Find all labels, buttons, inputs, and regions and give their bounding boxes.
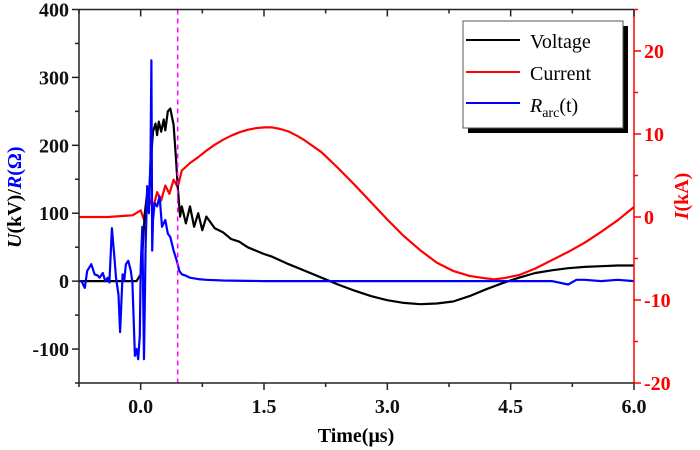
y-left-tick-label: 200 (39, 135, 69, 157)
y-right-tick-label: -20 (644, 373, 671, 395)
x-tick-label: 0.0 (128, 396, 153, 418)
legend-label-current: Current (530, 63, 592, 85)
x-axis-title: Time(μs) (318, 425, 395, 447)
y-left-title-kv: (kV)/ (4, 189, 26, 234)
y-right-tick-label: 20 (644, 41, 664, 63)
series-line-voltage (79, 107, 634, 306)
y-left-title-u: U (4, 232, 26, 248)
series-line-rarct (79, 59, 635, 361)
y-right-axis-title: I(kA) (671, 173, 693, 221)
legend-rarc-main: R (529, 95, 542, 117)
legend-rarc-sub: arc (542, 106, 559, 121)
y-left-tick-label: 100 (39, 203, 69, 225)
y-right-title-i: I (671, 210, 693, 220)
x-tick-label: 4.5 (498, 396, 523, 418)
legend-label-voltage: Voltage (530, 31, 591, 53)
ticks: 0.0 1.5 3.0 4.5 6.0-1000100200300400-20-1001… (32, 0, 670, 418)
legend: Voltage Current Rarc(t) (462, 20, 628, 133)
plot-content (79, 9, 635, 383)
y-left-tick-label: 400 (39, 0, 69, 22)
legend-label-rarc: Rarc(t) (529, 95, 578, 121)
legend-rarc-tail: (t) (559, 95, 578, 117)
x-tick-label: 3.0 (375, 396, 400, 418)
series-line-current (79, 126, 635, 281)
y-right-tick-label: -10 (644, 290, 671, 312)
y-left-tick-label: -100 (32, 339, 69, 361)
y-left-axis-title: U(kV)/R(Ω) (4, 146, 26, 248)
y-left-tick-label: 0 (59, 271, 69, 293)
y-left-tick-label: 300 (39, 67, 69, 89)
x-tick-label: 1.5 (252, 396, 277, 418)
legend-box (462, 20, 624, 129)
y-right-tick-label: 10 (644, 124, 664, 146)
y-left-title-r: R (4, 176, 26, 190)
y-right-title-ka: (kA) (671, 173, 693, 212)
x-tick-label: 6.0 (622, 396, 647, 418)
y-right-tick-label: 0 (644, 207, 654, 229)
y-left-title-ohm: (Ω) (4, 146, 26, 175)
